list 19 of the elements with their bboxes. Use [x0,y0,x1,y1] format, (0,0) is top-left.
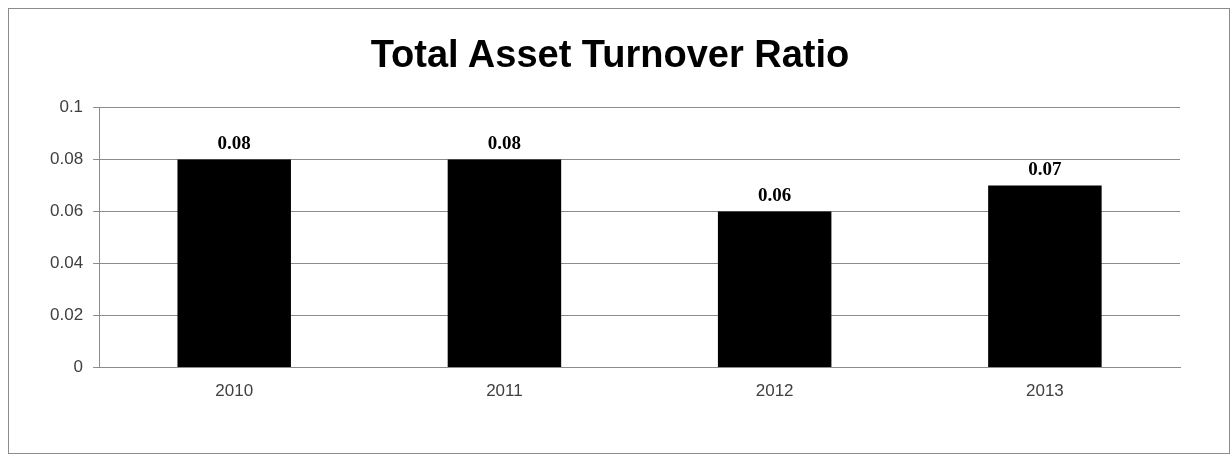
data-label: 0.08 [487,132,522,154]
y-tick-label: 0.04 [49,253,84,273]
bar [717,211,832,368]
y-tick-label: 0 [73,357,84,377]
y-tick-label: 0.02 [49,305,84,325]
y-tick-label: 0.1 [59,97,84,117]
x-tick-label: 2010 [215,381,254,401]
x-tick-label: 2013 [1025,381,1064,401]
data-label: 0.08 [217,132,251,154]
chart-title: Total Asset Turnover Ratio [370,33,850,76]
bar [177,159,291,368]
x-tick-label: 2011 [486,381,523,401]
bar [447,159,562,368]
x-tick-label: 2012 [755,381,794,401]
y-tick-label: 0.08 [49,149,84,169]
bar [988,185,1102,368]
data-label: 0.07 [1028,158,1063,180]
data-label: 0.06 [758,184,792,206]
y-tick-label: 0.06 [49,201,84,221]
